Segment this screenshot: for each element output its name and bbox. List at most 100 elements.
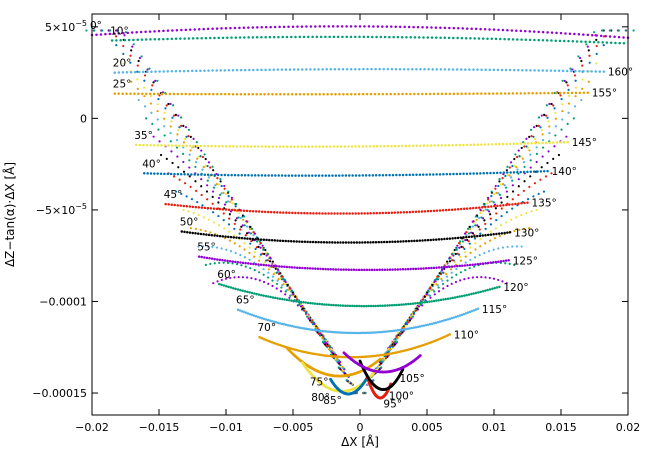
background-dot	[515, 165, 518, 169]
curve-dot	[444, 92, 448, 96]
curve-dot	[506, 171, 509, 174]
curve-dot	[317, 68, 320, 71]
background-dot	[259, 246, 262, 249]
curve-dot	[408, 173, 412, 177]
background-dot	[325, 341, 328, 345]
curve-series	[329, 376, 369, 396]
background-dot	[600, 29, 604, 32]
curve-dot	[404, 144, 408, 148]
background-dot	[429, 296, 432, 299]
curve-dot	[300, 25, 304, 28]
curve-dot	[357, 212, 360, 215]
curve-dot	[551, 91, 554, 95]
background-dot	[505, 282, 508, 285]
curve-dot	[425, 173, 428, 176]
curve-dot	[396, 268, 400, 271]
curve-dot	[344, 174, 348, 177]
background-dot	[541, 155, 544, 158]
background-dot	[279, 290, 283, 293]
background-dot	[151, 122, 154, 125]
curve-dot	[405, 35, 408, 39]
curve-dot	[242, 145, 246, 148]
background-dot	[469, 227, 472, 231]
curve-dot	[550, 31, 554, 34]
curve-dot	[555, 141, 559, 144]
curve-dot	[348, 212, 351, 215]
background-dot	[201, 155, 205, 159]
background-dot	[520, 213, 523, 217]
background-dot	[150, 111, 153, 114]
curve-dot	[358, 174, 361, 177]
background-dot	[189, 185, 192, 189]
curve-dot	[508, 68, 512, 72]
background-dot	[124, 31, 127, 34]
background-dot	[459, 255, 462, 259]
curve-dot	[186, 173, 190, 176]
background-dot	[469, 246, 472, 249]
background-dot	[405, 323, 409, 326]
curve-dot	[372, 211, 375, 215]
background-dot	[452, 259, 455, 262]
curve-dot	[235, 68, 239, 72]
curve-dot	[232, 286, 235, 290]
curve-dot	[95, 33, 98, 37]
curve-dot	[309, 240, 312, 244]
curve-dot	[306, 301, 310, 305]
curve-dot	[298, 35, 302, 39]
curve-dot	[197, 206, 201, 209]
background-dot	[281, 275, 284, 278]
curve-dot	[243, 36, 246, 39]
background-dot	[595, 62, 598, 65]
background-dot	[211, 202, 214, 205]
curve-dot	[460, 92, 463, 96]
background-dot	[488, 200, 491, 203]
curve-dot	[436, 320, 440, 324]
background-dot	[474, 215, 477, 218]
background-dot	[473, 265, 476, 268]
background-dot	[529, 153, 532, 156]
curve-dot	[220, 283, 223, 287]
curve-dot	[570, 91, 574, 95]
curve-dot	[357, 145, 361, 148]
curve-dot	[452, 172, 455, 176]
background-dot	[228, 230, 231, 233]
background-dot	[253, 255, 256, 258]
curve-dot	[371, 35, 374, 39]
background-dot	[177, 114, 180, 117]
background-dot	[520, 146, 523, 150]
curve-dot	[470, 27, 473, 31]
curve-dot	[293, 145, 296, 148]
curve-dot	[421, 301, 424, 304]
curve-dot	[278, 25, 281, 29]
curve-dot	[342, 331, 346, 334]
curve-dot	[472, 143, 476, 147]
curve-dot	[422, 36, 425, 39]
background-dot	[239, 228, 242, 231]
curve-dot	[470, 309, 474, 313]
curve-dot	[178, 144, 181, 147]
background-dot	[520, 245, 523, 248]
background-dot	[389, 346, 392, 349]
curve-label: 105°	[400, 373, 425, 385]
background-dot	[509, 218, 513, 221]
curve-dot	[407, 25, 411, 29]
curve-dot	[480, 143, 483, 146]
curve-dot	[396, 35, 400, 39]
curve-dot	[334, 92, 337, 96]
curve-dot	[559, 31, 563, 35]
background-dot	[454, 260, 457, 264]
curve-dot	[346, 304, 349, 308]
curve-dot	[227, 208, 231, 212]
curve-dot	[121, 71, 125, 74]
curve-dot	[393, 92, 396, 96]
curve-dot	[277, 174, 280, 177]
curve-dot	[327, 303, 331, 307]
curve-dot	[454, 236, 457, 240]
background-dot	[243, 248, 246, 251]
curve-dot	[430, 26, 433, 29]
background-dot	[207, 176, 210, 179]
curve-dot	[314, 174, 317, 177]
curve-dot	[440, 92, 444, 96]
curve-dot	[497, 232, 501, 235]
curve-dot	[408, 144, 411, 148]
